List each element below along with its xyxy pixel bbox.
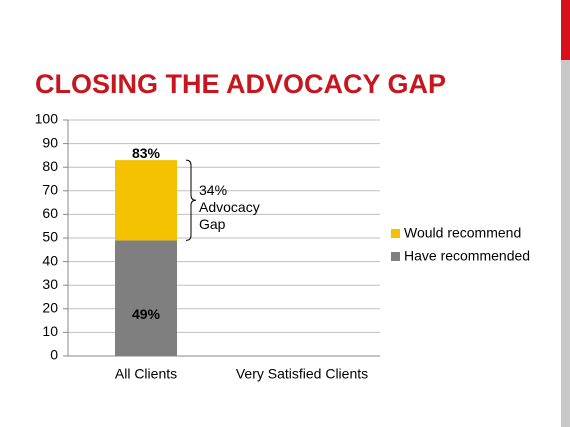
y-tick-label: 30 bbox=[42, 276, 58, 292]
total-label: 83% bbox=[132, 145, 161, 161]
annotation: Advocacy bbox=[199, 199, 260, 215]
y-tick-label: 10 bbox=[42, 323, 58, 339]
legend-label: Would recommend bbox=[404, 225, 521, 241]
y-tick-label: 80 bbox=[42, 158, 58, 174]
annotation: 34% bbox=[199, 182, 227, 198]
legend-swatch bbox=[391, 252, 400, 261]
annotation: Gap bbox=[199, 216, 226, 232]
y-tick-label: 50 bbox=[42, 229, 58, 245]
y-tick-label: 70 bbox=[42, 182, 58, 198]
bar-segment bbox=[115, 160, 177, 241]
x-tick-label: All Clients bbox=[115, 366, 177, 382]
y-tick-label: 100 bbox=[35, 111, 59, 127]
y-tick-label: 90 bbox=[42, 134, 58, 150]
y-tick-label: 20 bbox=[42, 300, 58, 316]
accent-bar-lower bbox=[561, 60, 570, 427]
accent-bar bbox=[561, 0, 570, 60]
legend-swatch bbox=[391, 229, 400, 238]
x-tick-label: Very Satisfied Clients bbox=[236, 366, 368, 382]
y-tick-label: 60 bbox=[42, 205, 58, 221]
data-label: 49% bbox=[132, 306, 161, 322]
bracket bbox=[185, 159, 197, 241]
y-tick-label: 40 bbox=[42, 252, 58, 268]
bar-segment bbox=[115, 240, 177, 356]
legend-label: Have recommended bbox=[404, 248, 530, 264]
chart-title: CLOSING THE ADVOCACY GAP bbox=[35, 69, 446, 99]
y-tick-label: 0 bbox=[50, 347, 58, 363]
